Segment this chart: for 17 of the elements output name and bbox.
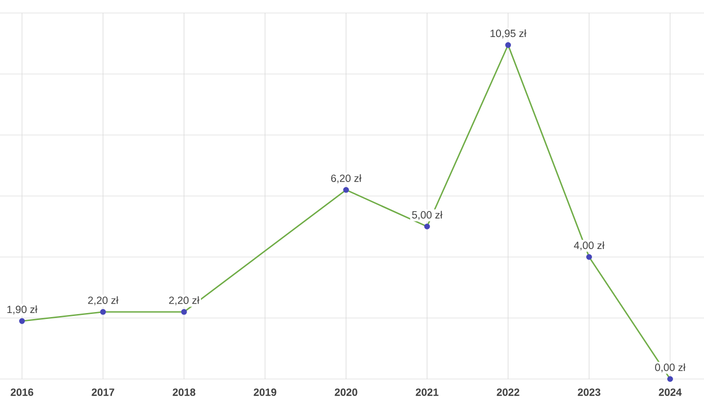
data-label: 2,20 zł	[88, 296, 118, 306]
x-tick-label: 2016	[10, 388, 34, 396]
data-label: 6,20 zł	[331, 174, 362, 184]
data-label: 5,00 zł	[412, 210, 442, 220]
data-label: 2,20 zł	[169, 296, 200, 306]
x-tick-label: 2018	[172, 388, 196, 396]
x-tick-label: 2017	[92, 388, 114, 396]
data-label: 4,00 zł	[574, 241, 604, 250]
x-tick-label: 2019	[254, 388, 276, 396]
x-tick-label: 2020	[334, 388, 358, 396]
data-label: 1,90 zł	[7, 305, 38, 314]
x-tick-label: 2021	[416, 388, 438, 396]
x-tick-label: 2023	[578, 388, 600, 396]
data-label: 10,95 zł	[490, 29, 526, 38]
x-tick-label: 2022	[496, 388, 520, 396]
x-tick-label: 2024	[658, 388, 682, 396]
data-label: 0,00 zł	[655, 363, 686, 372]
